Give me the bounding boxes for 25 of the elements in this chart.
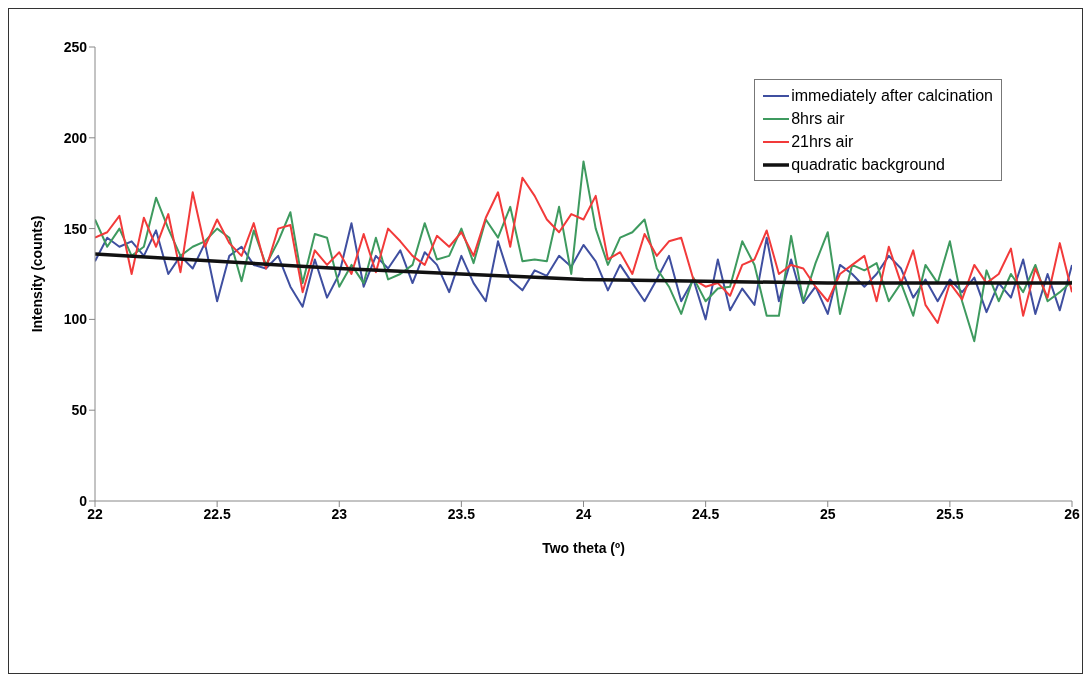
legend-label: quadratic background bbox=[791, 155, 946, 174]
x-tick-label: 24.5 bbox=[692, 505, 720, 522]
x-tick-label: 26 bbox=[1064, 505, 1080, 522]
x-tick-label: 25.5 bbox=[936, 505, 964, 522]
line-series bbox=[95, 160, 1072, 343]
y-axis-title: Intensity (counts) bbox=[28, 215, 45, 333]
y-tick-label: 150 bbox=[63, 220, 88, 237]
legend-label: immediately after calcination bbox=[791, 86, 993, 105]
y-tick-label: 200 bbox=[63, 129, 88, 146]
x-tick-label: 22.5 bbox=[203, 505, 231, 522]
y-tick-label: 50 bbox=[71, 402, 88, 419]
legend-label: 21hrs air bbox=[791, 132, 854, 151]
line-series bbox=[95, 252, 1072, 285]
y-tick-label: 100 bbox=[63, 311, 88, 328]
x-axis-title: Two theta (º) bbox=[542, 540, 625, 556]
x-tick-label: 22 bbox=[87, 505, 103, 522]
y-tick-label: 0 bbox=[79, 492, 88, 509]
line-series bbox=[95, 222, 1072, 321]
legend-label: 8hrs air bbox=[791, 109, 845, 128]
x-tick-label: 24 bbox=[575, 505, 592, 522]
x-tick-label: 23.5 bbox=[447, 505, 476, 522]
y-tick-label: 250 bbox=[63, 38, 88, 55]
x-tick-label: 25 bbox=[819, 505, 836, 522]
line-series bbox=[95, 176, 1072, 325]
x-tick-label: 23 bbox=[331, 505, 348, 522]
